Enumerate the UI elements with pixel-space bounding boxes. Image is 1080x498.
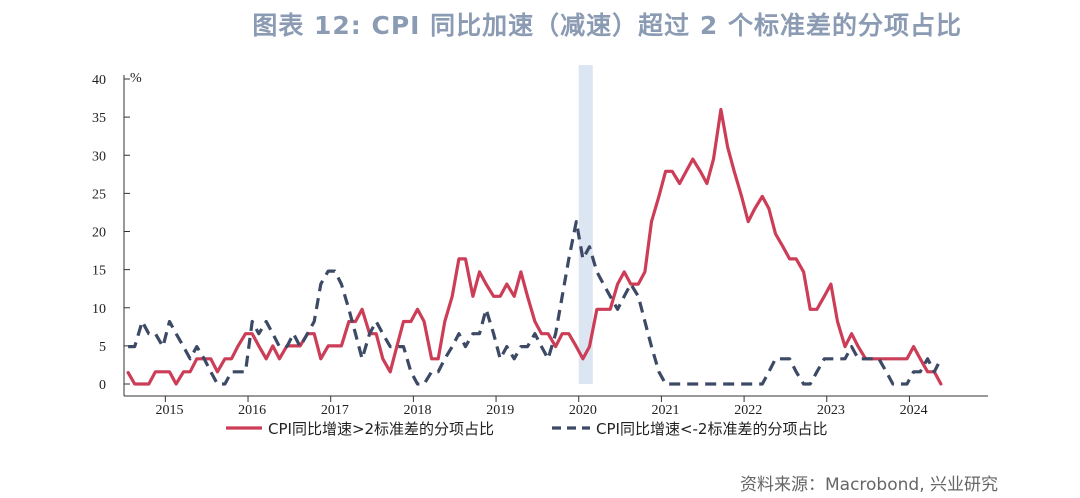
y-axis-unit-label: % (130, 71, 142, 86)
y-tick-label: 20 (92, 226, 106, 241)
series-line-decel (128, 220, 943, 386)
x-tick-label: 2018 (404, 403, 432, 418)
x-tick-label: 2020 (569, 403, 597, 418)
x-tick-label: 2015 (155, 403, 183, 418)
x-tick-label: 2021 (652, 403, 680, 418)
y-tick-label: 30 (92, 149, 106, 164)
x-tick-label: 2019 (486, 403, 514, 418)
y-tick-label: 40 (92, 73, 106, 88)
chart-source: 资料来源：Macrobond, 兴业研究 (739, 475, 998, 495)
chart-axes: 0 5 10 15 20 25 30 35 40 2015 2016 2017 2018 2019 2020… (92, 73, 988, 418)
series-group (126, 107, 943, 386)
x-tick-label: 2022 (734, 403, 762, 418)
x-tick-label: 2023 (817, 403, 845, 418)
legend: CPI同比增速>2标准差的分项占比 CPI同比增速<-2标准差的分项占比 (226, 420, 827, 438)
x-tick-label: 2024 (900, 403, 928, 418)
line-chart: 0 5 10 15 20 25 30 35 40 2015 2016 2017 2018 2019 2020… (92, 65, 988, 438)
legend-label-accel: CPI同比增速>2标准差的分项占比 (268, 420, 494, 438)
chart-title: 图表 12: CPI 同比加速（减速）超过 2 个标准差的分项占比 (252, 11, 962, 40)
series-line-accel (126, 107, 943, 386)
y-tick-label: 0 (99, 378, 106, 393)
y-tick-label: 35 (92, 111, 106, 126)
shaded-period (578, 65, 593, 384)
legend-label-decel: CPI同比增速<-2标准差的分项占比 (596, 420, 827, 438)
x-tick-label: 2016 (238, 403, 266, 418)
y-tick-label: 15 (92, 264, 106, 279)
y-tick-label: 10 (92, 302, 106, 317)
y-tick-label: 5 (99, 340, 106, 355)
y-tick-label: 25 (92, 187, 106, 202)
x-tick-label: 2017 (321, 403, 349, 418)
